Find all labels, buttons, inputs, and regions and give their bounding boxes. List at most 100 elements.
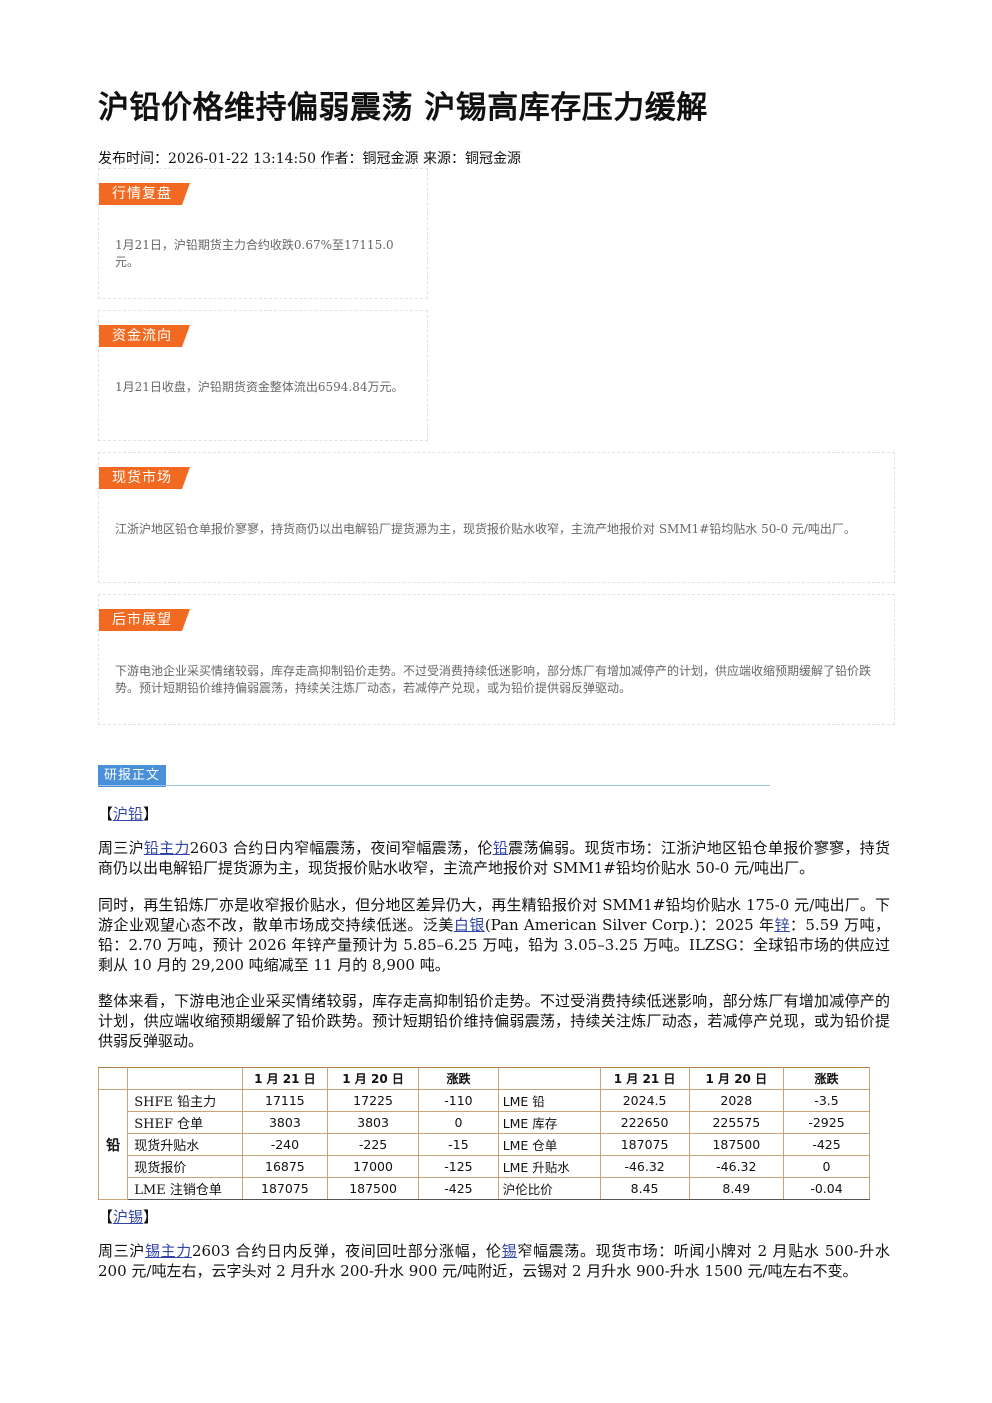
bracket-close: 】 xyxy=(143,1208,159,1226)
table-header-cell xyxy=(97,1067,129,1090)
p2-text-c: ：5.59 万吨，铅：2.70 万吨，预计 2026 年锌产量预计为 5.85–… xyxy=(98,916,890,974)
table-cell: -225 xyxy=(326,1133,420,1156)
table-header-cell: 1 月 20 日 xyxy=(688,1067,785,1090)
table-cell: 187500 xyxy=(688,1133,785,1156)
article-meta: 发布时间：2026-01-22 13:14:50 作者：铜冠金源 来源：铜冠金源 xyxy=(98,151,521,167)
paragraph-lead-3: 整体来看，下游电池企业采买情绪较弱，库存走高抑制铅价走势。不过受消费持续低迷影响… xyxy=(98,992,890,1050)
box-text-outlook: 下游电池企业采买情绪较弱，库存走高抑制铅价走势。不过受消费持续低迷影响，部分炼厂… xyxy=(115,664,872,695)
table-header-cell xyxy=(127,1067,243,1090)
table-cell: 8.45 xyxy=(599,1177,690,1200)
tag-spot-market: 现货市场 xyxy=(99,467,190,489)
p2-text-a: 同时，再生铅炼厂亦是收窄报价贴水，但分地区差异仍大，再生精铅报价对 SMM1#铅… xyxy=(98,896,890,934)
table-header-cell: 涨跌 xyxy=(418,1067,499,1090)
table-cell: 187500 xyxy=(326,1177,420,1200)
table-row: 现货报价 16875 17000 -125 LME 升贴水 -46.32 -46… xyxy=(99,1155,870,1178)
table-cell: -15 xyxy=(418,1133,499,1156)
table-row: 现货升贴水 -240 -225 -15 LME 仓单 187075 187500… xyxy=(99,1133,870,1156)
table-cell: -125 xyxy=(418,1155,499,1178)
table-cell: 现货升贴水 xyxy=(127,1133,243,1156)
table-header-row: 1 月 21 日 1 月 20 日 涨跌 1 月 21 日 1 月 20 日 涨… xyxy=(97,1067,870,1090)
table-cell: LME 库存 xyxy=(497,1111,601,1134)
table-cell: 187075 xyxy=(599,1133,690,1156)
paragraph-lead-1: 周三沪铅主力2603 合约日内窄幅震荡，夜间窄幅震荡，伦铅震荡偏弱。现货市场：江… xyxy=(98,838,890,878)
table-cell: SHFE 铅主力 xyxy=(127,1089,243,1112)
article-title: 沪铅价格维持偏弱震荡 沪锡高库存压力缓解 xyxy=(98,90,708,126)
table-cell: -425 xyxy=(418,1177,499,1200)
table-cell: 187075 xyxy=(241,1177,328,1200)
table-header-cell: 1 月 21 日 xyxy=(241,1067,328,1090)
table-header-cell: 1 月 20 日 xyxy=(326,1067,420,1090)
p1-text-c: 震荡偏弱。现货市场：江浙沪地区铅仓单报价寥寥，持货商仍以出电解铅厂提货源为主，现… xyxy=(98,839,890,877)
report-divider xyxy=(98,785,770,786)
report-body-tag: 研报正文 xyxy=(98,765,167,787)
table-cell: LME 铅 xyxy=(497,1089,601,1112)
tag-market-review: 行情复盘 xyxy=(99,183,190,205)
table-cell: 2024.5 xyxy=(599,1089,690,1112)
p4-text-b: 2603 合约日内反弹，夜间回吐部分涨幅，伦 xyxy=(191,1242,502,1260)
table-header-cell xyxy=(497,1067,601,1090)
table-cell: 0 xyxy=(783,1155,870,1178)
table-cell: LME 升贴水 xyxy=(497,1155,601,1178)
table-cell: SHEF 仓单 xyxy=(127,1111,243,1134)
box-text-fund-flow: 1月21日收盘，沪铅期货资金整体流出6594.84万元。 xyxy=(115,380,404,394)
table-cell: 225575 xyxy=(688,1111,785,1134)
link-tin[interactable]: 沪锡 xyxy=(113,1208,144,1226)
table-cell: 沪伦比价 xyxy=(497,1177,601,1200)
table-cell: 3803 xyxy=(241,1111,328,1134)
p4-text-c: 窄幅震荡。现货市场：听闻小牌对 2 月贴水 500-升水 200 元/吨左右，云… xyxy=(98,1242,890,1280)
table-row: 铅 SHFE 铅主力 17115 17225 -110 LME 铅 2024.5… xyxy=(97,1089,870,1200)
table-cell: LME 仓单 xyxy=(497,1133,601,1156)
table-cell: 2028 xyxy=(688,1089,785,1112)
p1-text-b: 2603 合约日内窄幅震荡，夜间窄幅震荡，伦 xyxy=(189,839,493,857)
p2-text-b: (Pan American Silver Corp.)：2025 年 xyxy=(484,916,775,934)
table-cell: 0 xyxy=(418,1111,499,1134)
link-lead-lme[interactable]: 铅 xyxy=(492,839,509,857)
p4-text-a: 周三沪 xyxy=(98,1242,145,1260)
link-tin-main[interactable]: 锡主力 xyxy=(144,1242,192,1260)
table-cell: 16875 xyxy=(241,1155,328,1178)
box-text-spot-market: 江浙沪地区铅仓单报价寥寥，持货商仍以出电解铅厂提货源为主，现货报价贴水收窄，主流… xyxy=(115,522,856,536)
summary-box-outlook: 后市展望 下游电池企业采买情绪较弱，库存走高抑制铅价走势。不过受消费持续低迷影响… xyxy=(98,594,895,725)
table-cell: LME 注销仓单 xyxy=(127,1177,243,1200)
bracket-open: 【 xyxy=(98,1208,114,1226)
summary-box-spot-market: 现货市场 江浙沪地区铅仓单报价寥寥，持货商仍以出电解铅厂提货源为主，现货报价贴水… xyxy=(98,452,895,583)
box-text-market-review: 1月21日，沪铅期货主力合约收跌0.67%至17115.0元。 xyxy=(115,238,394,269)
link-zinc[interactable]: 锌 xyxy=(774,916,790,934)
paragraph-lead-2: 同时，再生铅炼厂亦是收窄报价贴水，但分地区差异仍大，再生精铅报价对 SMM1#铅… xyxy=(98,895,890,975)
table-category: 铅 xyxy=(97,1089,129,1200)
price-table: 1 月 21 日 1 月 20 日 涨跌 1 月 21 日 1 月 20 日 涨… xyxy=(97,1067,870,1200)
section-heading-lead: 【沪铅】 xyxy=(98,803,158,824)
tag-fund-flow: 资金流向 xyxy=(99,325,190,347)
table-cell: -110 xyxy=(418,1089,499,1112)
table-cell: 现货报价 xyxy=(127,1155,243,1178)
link-lead[interactable]: 沪铅 xyxy=(113,805,144,823)
table-cell: 3803 xyxy=(326,1111,420,1134)
table-cell: -0.04 xyxy=(783,1177,870,1200)
table-cell: 222650 xyxy=(599,1111,690,1134)
table-cell: -425 xyxy=(783,1133,870,1156)
paragraph-tin-1: 周三沪锡主力2603 合约日内反弹，夜间回吐部分涨幅，伦锡窄幅震荡。现货市场：听… xyxy=(98,1241,890,1281)
link-silver[interactable]: 白银 xyxy=(453,916,485,934)
table-cell: 17225 xyxy=(326,1089,420,1112)
table-cell: 8.49 xyxy=(688,1177,785,1200)
bracket-open: 【 xyxy=(98,805,114,823)
tag-outlook: 后市展望 xyxy=(99,609,190,631)
summary-box-fund-flow: 资金流向 1月21日收盘，沪铅期货资金整体流出6594.84万元。 xyxy=(98,310,428,441)
table-row: SHEF 仓单 3803 3803 0 LME 库存 222650 225575… xyxy=(99,1111,870,1134)
link-lead-main[interactable]: 铅主力 xyxy=(143,839,190,857)
table-header-cell: 涨跌 xyxy=(783,1067,870,1090)
p1-text-a: 周三沪 xyxy=(98,839,144,857)
table-header-cell: 1 月 21 日 xyxy=(599,1067,690,1090)
table-cell: -2925 xyxy=(783,1111,870,1134)
summary-box-market-review: 行情复盘 1月21日，沪铅期货主力合约收跌0.67%至17115.0元。 xyxy=(98,168,428,299)
table-cell: -46.32 xyxy=(599,1155,690,1178)
table-cell: 17000 xyxy=(326,1155,420,1178)
section-heading-tin: 【沪锡】 xyxy=(98,1206,158,1227)
table-cell: 17115 xyxy=(241,1089,328,1112)
link-tin-lme[interactable]: 锡 xyxy=(501,1242,518,1260)
table-cell: -46.32 xyxy=(688,1155,785,1178)
table-cell: -3.5 xyxy=(783,1089,870,1112)
table-cell: -240 xyxy=(241,1133,328,1156)
bracket-close: 】 xyxy=(143,805,159,823)
table-row: LME 注销仓单 187075 187500 -425 沪伦比价 8.45 8.… xyxy=(99,1177,870,1200)
